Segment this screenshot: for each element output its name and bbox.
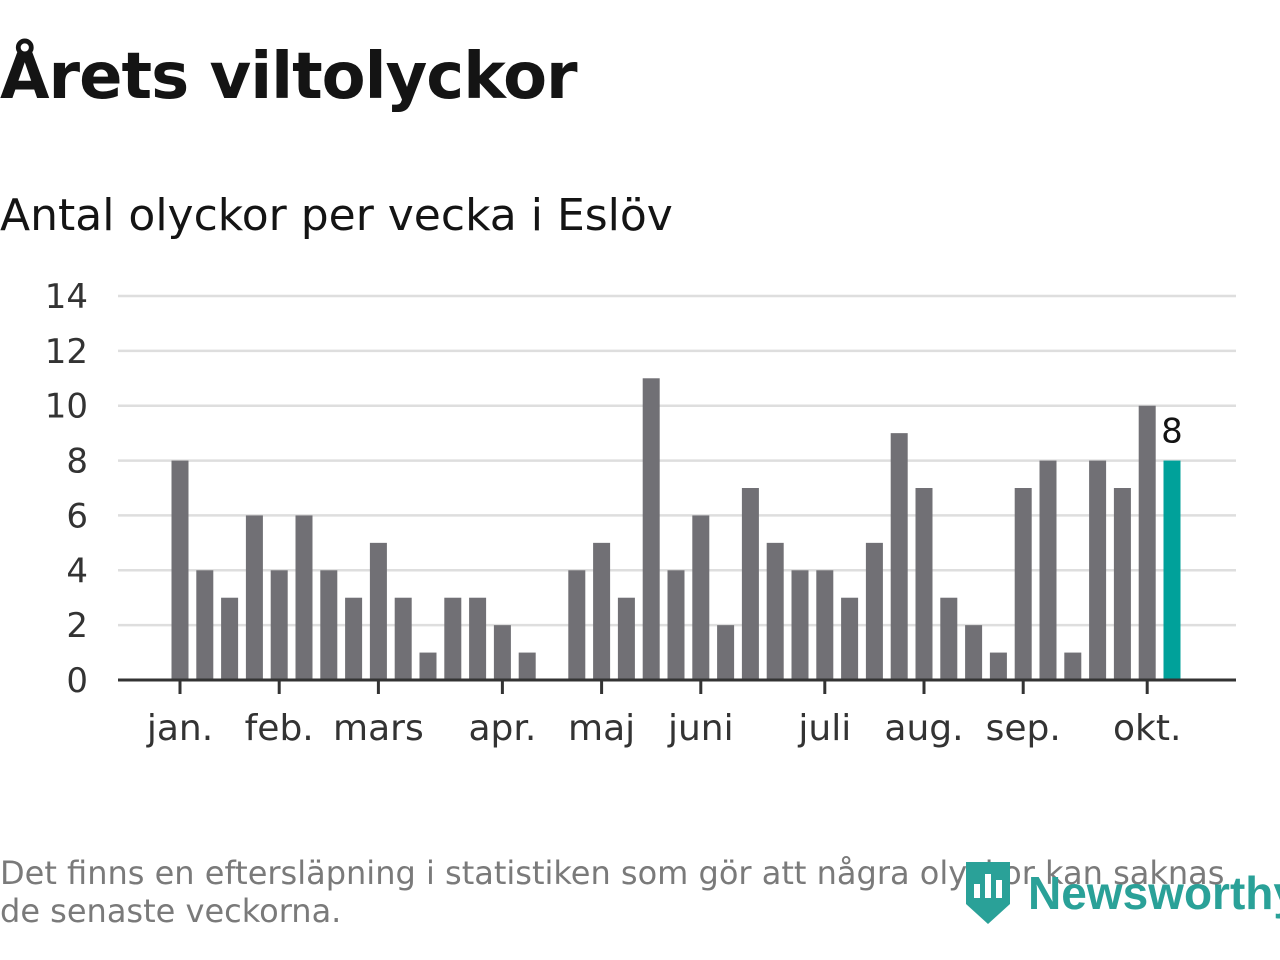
x-tick-label-okt.: okt. (1113, 708, 1181, 749)
newsworthy-logo-icon (966, 862, 1010, 924)
bar-week-14 (493, 625, 511, 680)
bar-week-27 (816, 570, 834, 680)
bar-week-18 (593, 542, 611, 680)
x-tick-label-juli: juli (797, 708, 851, 749)
chart-title: Årets viltolyckor (0, 40, 578, 114)
y-tick-label-12: 12 (45, 332, 88, 372)
x-tick-label-mars: mars (333, 708, 424, 749)
highlight-value-label: 8 (1161, 412, 1183, 452)
y-tick-label-14: 14 (45, 277, 88, 317)
y-tick-label-8: 8 (66, 442, 88, 482)
y-tick-label-6: 6 (66, 496, 88, 536)
bar-week-11 (419, 652, 437, 680)
bar-week-38 (1089, 460, 1107, 680)
bar-week-40 (1138, 405, 1156, 680)
footnote: Det finns en eftersläpning i statistiken… (0, 854, 1225, 930)
bar-week-25 (766, 542, 784, 680)
bar-week-13 (469, 597, 487, 680)
bar-week-30 (890, 433, 908, 680)
bar-chart: 0 2 4 6 8 10 12 14 8 jan. feb. mars apr. maj juni juli a… (45, 277, 1236, 749)
bar-week-39 (1113, 488, 1131, 680)
bar-week-19 (617, 597, 635, 680)
bar-week-10 (394, 597, 412, 680)
bar-week-21 (667, 570, 685, 680)
bar-week-33 (965, 625, 983, 680)
bar-week-26 (791, 570, 809, 680)
bar-week-20 (642, 378, 660, 680)
bar-week-2 (196, 570, 214, 680)
bar-week-17 (568, 570, 586, 680)
bar-week-32 (940, 597, 958, 680)
bar-week-15 (518, 652, 536, 680)
x-tick-label-aug.: aug. (884, 708, 963, 749)
bar-week-22 (692, 515, 710, 680)
newsworthy-logo-text: Newsworthy (1028, 867, 1280, 919)
bar-week-34 (989, 652, 1007, 680)
bar-week-9 (369, 542, 387, 680)
y-tick-label-4: 4 (66, 551, 88, 591)
x-tick-label-jan.: jan. (146, 708, 213, 749)
bar-week-4 (245, 515, 263, 680)
bar-week-36 (1039, 460, 1057, 680)
newsworthy-logo: Newsworthy (962, 858, 1280, 928)
y-tick-label-0: 0 (66, 661, 88, 701)
bar-week-1 (171, 460, 189, 680)
x-tick-label-juni: juni (667, 708, 734, 749)
bar-week-28 (841, 597, 859, 680)
x-tick-label-maj: maj (568, 708, 635, 749)
x-tick-label-sep.: sep. (986, 708, 1061, 749)
bar-week-12 (444, 597, 462, 680)
y-tick-label-10: 10 (45, 387, 88, 427)
bar-highlight-week-41 (1163, 460, 1181, 680)
bar-week-8 (345, 597, 363, 680)
y-tick-label-2: 2 (66, 606, 88, 646)
chart-subtitle: Antal olyckor per vecka i Eslöv (0, 190, 673, 241)
x-tick-label-feb.: feb. (245, 708, 314, 749)
bar-week-23 (717, 625, 735, 680)
bar-week-6 (295, 515, 313, 680)
x-tick-label-apr.: apr. (468, 708, 536, 749)
bar-week-5 (270, 570, 288, 680)
bar-week-31 (915, 488, 933, 680)
bar-week-29 (865, 542, 883, 680)
bar-week-24 (741, 488, 759, 680)
bar-week-3 (221, 597, 239, 680)
bar-week-35 (1014, 488, 1032, 680)
bar-week-37 (1064, 652, 1082, 680)
bar-week-7 (320, 570, 338, 680)
